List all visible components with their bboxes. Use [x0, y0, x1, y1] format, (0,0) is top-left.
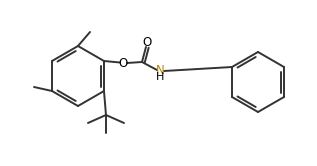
Text: O: O	[142, 36, 152, 48]
Text: O: O	[118, 56, 128, 70]
Text: N: N	[156, 64, 164, 77]
Text: H: H	[156, 72, 164, 82]
